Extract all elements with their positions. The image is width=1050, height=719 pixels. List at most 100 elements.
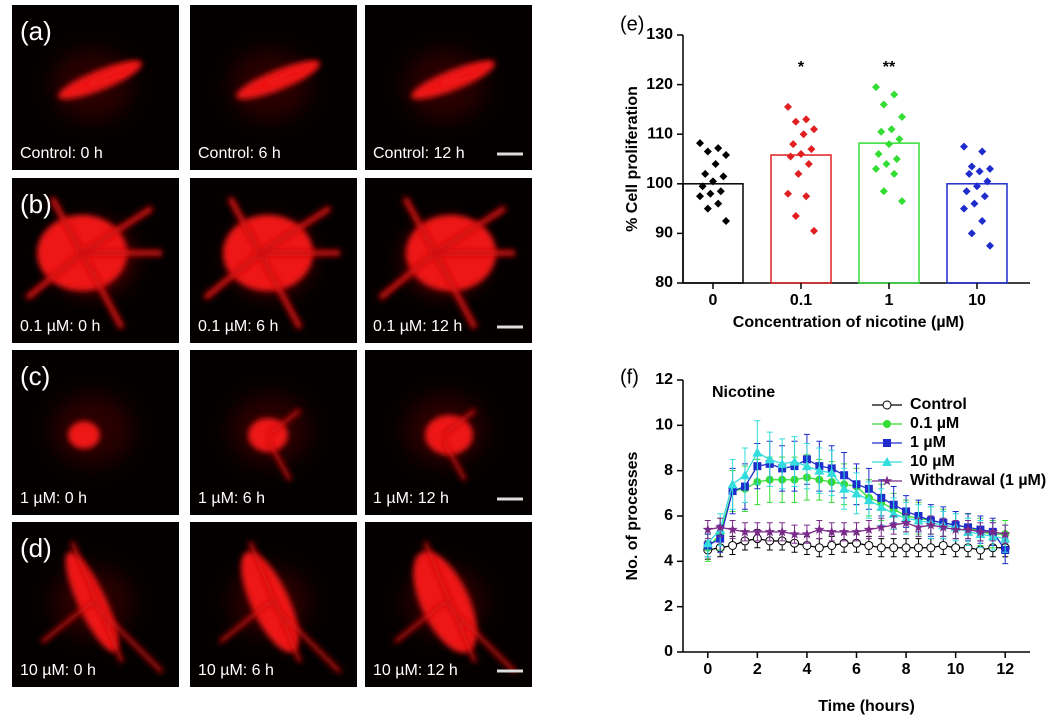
data-point bbox=[714, 144, 723, 153]
data-point bbox=[879, 100, 888, 109]
data-point bbox=[885, 140, 893, 149]
data-point bbox=[895, 135, 904, 144]
x-tick-label: 0.1 bbox=[790, 292, 812, 309]
legend-label: 1 µM bbox=[910, 434, 946, 451]
image-caption: Control: 0 h bbox=[20, 145, 103, 162]
data-point bbox=[722, 217, 730, 225]
legend-marker bbox=[882, 400, 892, 410]
marker bbox=[827, 540, 837, 550]
marker bbox=[839, 483, 850, 493]
image-caption: Control: 12 h bbox=[373, 145, 465, 162]
data-point bbox=[986, 164, 994, 173]
data-point bbox=[978, 147, 987, 156]
cell bbox=[25, 196, 162, 330]
data-point bbox=[962, 187, 971, 196]
data-point bbox=[810, 226, 818, 235]
y-tick-label: 12 bbox=[655, 371, 673, 388]
legend-marker bbox=[882, 457, 892, 466]
micrograph: 10 µM: 0 h (d) bbox=[12, 522, 179, 687]
marker bbox=[888, 508, 899, 518]
data-point bbox=[786, 152, 795, 161]
cell bbox=[425, 60, 495, 90]
significance-marker: * bbox=[798, 59, 805, 76]
micrograph: Control: 6 h bbox=[190, 5, 357, 170]
y-tick-label: 80 bbox=[655, 274, 673, 291]
data-point bbox=[872, 164, 880, 173]
image-caption: 1 µM: 0 h bbox=[20, 490, 87, 507]
marker bbox=[888, 519, 899, 530]
data-point bbox=[706, 189, 715, 198]
x-tick-label: 8 bbox=[902, 661, 911, 678]
marker bbox=[950, 524, 961, 535]
legend-marker bbox=[881, 475, 893, 486]
data-point bbox=[703, 147, 712, 156]
marker bbox=[851, 488, 862, 498]
x-tick-label: 0 bbox=[703, 661, 712, 678]
marker bbox=[789, 456, 800, 466]
data-point bbox=[980, 192, 989, 201]
marker bbox=[938, 540, 948, 550]
data-point bbox=[698, 182, 707, 191]
marker bbox=[901, 543, 911, 553]
marker bbox=[926, 543, 936, 553]
micrograph: 1 µM: 6 h bbox=[190, 350, 357, 515]
data-point bbox=[722, 151, 730, 160]
y-tick-label: 4 bbox=[664, 553, 673, 570]
data-point bbox=[960, 142, 968, 151]
data-point bbox=[975, 167, 984, 176]
x-tick-label: 10 bbox=[968, 292, 986, 309]
legend-label: 0.1 µM bbox=[910, 415, 959, 432]
cell bbox=[203, 196, 340, 330]
marker bbox=[913, 543, 923, 553]
panel-label: (f) bbox=[620, 366, 639, 388]
micrograph: 10 µM: 6 h bbox=[190, 522, 357, 687]
marker bbox=[702, 538, 713, 548]
marker bbox=[863, 524, 875, 535]
image-caption: Control: 6 h bbox=[198, 145, 281, 162]
data-point bbox=[804, 159, 813, 168]
marker bbox=[864, 540, 874, 550]
marker bbox=[814, 465, 825, 475]
data-point bbox=[898, 197, 906, 206]
marker bbox=[889, 543, 899, 553]
marker bbox=[727, 479, 738, 489]
bar bbox=[682, 183, 744, 284]
marker bbox=[913, 521, 924, 532]
image-caption: 10 µM: 0 h bbox=[20, 662, 96, 679]
marker bbox=[777, 458, 788, 468]
cell bbox=[68, 421, 100, 449]
data-point bbox=[879, 187, 888, 196]
y-tick-label: 100 bbox=[646, 175, 673, 192]
cell bbox=[250, 60, 320, 90]
marker bbox=[739, 470, 750, 480]
marker bbox=[739, 526, 751, 537]
marker bbox=[876, 501, 887, 511]
data-point bbox=[890, 169, 899, 178]
marker bbox=[999, 528, 1011, 539]
cell bbox=[72, 60, 142, 90]
cell bbox=[425, 415, 473, 455]
micrograph: 1 µM: 12 h bbox=[365, 350, 532, 515]
micrograph: 1 µM: 0 h (c) bbox=[12, 350, 179, 515]
marker bbox=[838, 526, 850, 537]
y-tick-label: 110 bbox=[647, 125, 673, 142]
cell bbox=[218, 541, 342, 674]
y-tick-label: 6 bbox=[664, 507, 673, 524]
significance-marker: ** bbox=[883, 59, 896, 76]
legend-label: Control bbox=[910, 396, 967, 413]
x-axis-label: Concentration of nicotine (µM) bbox=[733, 314, 964, 331]
data-point bbox=[898, 112, 906, 121]
data-point bbox=[960, 204, 968, 213]
data-point bbox=[711, 159, 720, 168]
legend-marker bbox=[883, 439, 891, 447]
micrograph: 10 µM: 12 h bbox=[365, 522, 532, 687]
panel-label: (c) bbox=[20, 361, 50, 391]
marker bbox=[938, 521, 949, 532]
marker bbox=[764, 454, 775, 464]
marker bbox=[826, 467, 837, 477]
cell bbox=[441, 408, 477, 481]
marker bbox=[801, 528, 813, 539]
cell bbox=[266, 408, 302, 481]
micrograph: 0.1 µM: 0 h (b) bbox=[12, 178, 179, 343]
